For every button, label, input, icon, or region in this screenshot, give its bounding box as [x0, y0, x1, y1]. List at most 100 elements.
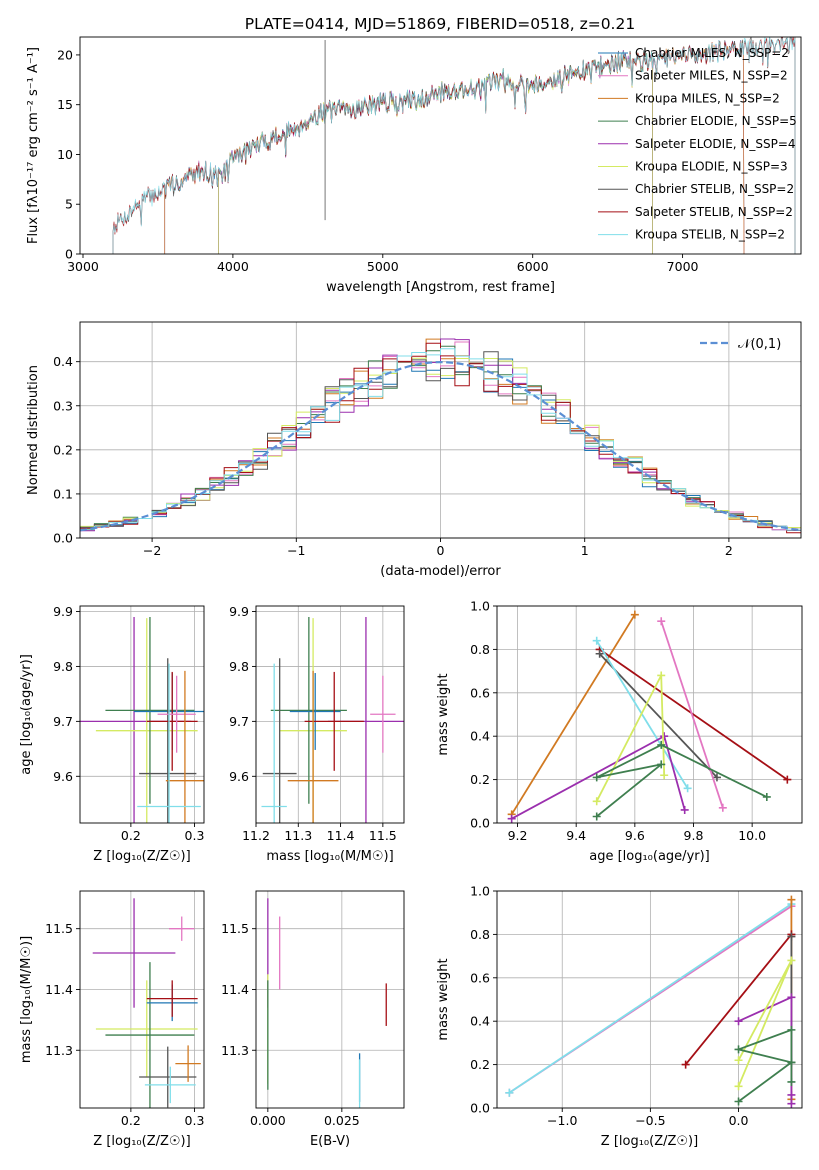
- errorbar-point: [139, 1046, 197, 1108]
- y-tick-label: 5: [65, 197, 73, 212]
- y-tick-label: 0: [65, 247, 73, 262]
- axes-frame: [255, 890, 405, 1109]
- weight-point-marker: [657, 617, 666, 626]
- mass-age-panel: 11.2 11.3 11.4 11.5 9.6 9.7 9.8 9.9 mass [log₁₀(…: [229, 604, 405, 864]
- weight-point-marker: [660, 732, 669, 741]
- spectrum-series-line: [218, 51, 653, 254]
- plot-area: [505, 895, 796, 1108]
- x-tick-label: 10.0: [738, 828, 766, 843]
- axes: 0.2 0.3 11.3 11.4 11.5 Z [log₁₀(Z/Z☉)] mass [l…: [19, 890, 205, 1149]
- errorbar-point: [146, 980, 198, 1017]
- weight-point-marker: [712, 773, 721, 782]
- errorbar-point: [289, 673, 341, 750]
- plot-area: [80, 338, 801, 534]
- x-tick-label: 0.3: [185, 1113, 205, 1128]
- weight-point-marker: [787, 895, 796, 904]
- z-age-panel: 0.2 0.3 9.6 9.7 9.8 9.9 Z [log₁₀(Z/Z☉)] age [lo…: [19, 604, 205, 864]
- y-axis-label: Normed distribution: [26, 365, 41, 495]
- y-tick-label: 0.2: [53, 442, 73, 457]
- x-tick-label: 0.2: [121, 828, 141, 843]
- errorbar-point: [262, 658, 297, 823]
- plot-area: [261, 616, 404, 823]
- x-tick-label: 5000: [367, 259, 399, 274]
- y-tick-label: 0.4: [470, 729, 490, 744]
- x-tick-label: 0.000: [250, 1113, 286, 1128]
- weight-point-marker: [630, 610, 639, 619]
- errorbar-point: [105, 962, 195, 1108]
- weight-point-marker: [787, 1090, 796, 1099]
- x-tick-label: 7000: [667, 259, 699, 274]
- axes: −1.0 −0.5 0.0 0.0 0.2 0.4 0.6 0.8 1.0 Z [log₁₀(Z/…: [436, 884, 803, 1149]
- y-axis-label: mass [log₁₀(M/M☉)]: [19, 936, 34, 1063]
- weight-point-marker: [787, 993, 796, 1002]
- errorbar-point: [95, 980, 198, 1078]
- legend-entry: Salpeter ELODIE, N_SSP=4: [635, 137, 796, 151]
- y-tick-label: 0.4: [53, 354, 73, 369]
- weight-point-marker: [505, 1088, 514, 1097]
- plot-area: [112, 37, 796, 254]
- spectrum-legend: Chabrier MILES, N_SSP=2 Salpeter MILES, N…: [598, 46, 797, 242]
- x-tick-label: 9.2: [508, 828, 528, 843]
- weight-point-marker: [787, 1077, 796, 1086]
- x-tick-label: −0.5: [635, 1113, 665, 1128]
- spectrum-series-line: [112, 37, 796, 254]
- axes-frame: [79, 36, 802, 255]
- errorbar-point: [169, 916, 195, 941]
- y-tick-label: 11.3: [221, 1043, 249, 1058]
- legend-entry: Chabrier ELODIE, N_SSP=5: [635, 114, 797, 128]
- legend-entry: Chabrier STELIB, N_SSP=2: [635, 182, 794, 196]
- weight-series-line: [660, 620, 724, 809]
- x-axis-label: mass [log₁₀(M/M☉)]: [266, 849, 393, 864]
- y-tick-label: 0.8: [470, 642, 490, 657]
- weight-series-line: [510, 614, 636, 815]
- x-tick-label: −1.0: [547, 1113, 577, 1128]
- legend-entry: Kroupa ELODIE, N_SSP=3: [635, 160, 788, 174]
- x-tick-label: 11.3: [284, 828, 312, 843]
- weight-point-marker: [718, 803, 727, 812]
- weight-point-marker: [787, 1025, 796, 1034]
- z-weight-panel: −1.0 −0.5 0.0 0.0 0.2 0.4 0.6 0.8 1.0 Z [log₁₀(Z/…: [436, 884, 803, 1149]
- x-axis-label: E(B-V): [310, 1134, 350, 1149]
- y-axis-label: age [log₁₀(age/yr)]: [19, 654, 34, 775]
- plot-area: [92, 898, 201, 1108]
- x-tick-label: 0.3: [185, 828, 205, 843]
- y-axis-label: mass weight: [436, 673, 451, 755]
- residuals-panel: −2 −1 0 1 2 0.0 0.1 0.2 0.3 0.4 (data-model)/error…: [26, 321, 802, 579]
- x-axis-label: Z [log₁₀(Z/Z☉)]: [93, 849, 190, 864]
- y-tick-label: 0.6: [470, 685, 490, 700]
- axes-frame: [496, 890, 803, 1109]
- errorbar-point: [370, 675, 396, 753]
- y-tick-label: 0.2: [470, 772, 490, 787]
- y-tick-label: 9.8: [53, 659, 73, 674]
- legend-entry: Kroupa MILES, N_SSP=2: [635, 91, 780, 105]
- y-tick-label: 10: [57, 147, 73, 162]
- y-tick-label: 0.2: [470, 1057, 490, 1072]
- axes-frame: [255, 605, 405, 824]
- x-axis-label: (data-model)/error: [380, 564, 501, 579]
- legend-entry: Salpeter STELIB, N_SSP=2: [635, 205, 793, 219]
- y-tick-label: 1.0: [470, 599, 490, 614]
- axes: 11.2 11.3 11.4 11.5 9.6 9.7 9.8 9.9 mass [log₁₀(…: [229, 604, 405, 864]
- y-tick-label: 11.3: [45, 1043, 73, 1058]
- x-tick-label: 0.2: [121, 1113, 141, 1128]
- y-tick-label: 0.0: [470, 816, 490, 831]
- errorbar-point: [144, 1066, 196, 1104]
- x-tick-label: 9.8: [684, 828, 704, 843]
- errorbar-point: [287, 670, 339, 823]
- errorbar-point: [95, 618, 198, 823]
- weight-series-line: [684, 933, 793, 1066]
- x-tick-label: 2: [725, 543, 733, 558]
- y-axis-label: mass weight: [436, 958, 451, 1040]
- legend-entry: Kroupa STELIB, N_SSP=2: [635, 228, 785, 242]
- axes: 0.000 0.025 11.3 11.4 11.5 E(B-V): [221, 890, 405, 1149]
- weight-point-marker: [783, 775, 792, 784]
- x-tick-label: 11.2: [242, 828, 270, 843]
- axes: 0.2 0.3 9.6 9.7 9.8 9.9 Z [log₁₀(Z/Z☉)] age [lo…: [19, 604, 205, 864]
- weight-point-marker: [683, 784, 692, 793]
- y-tick-label: 15: [57, 97, 73, 112]
- y-tick-label: 9.9: [229, 604, 249, 619]
- errorbar-point: [304, 671, 364, 771]
- weight-point-marker: [787, 1058, 796, 1067]
- errorbar-point: [157, 675, 196, 753]
